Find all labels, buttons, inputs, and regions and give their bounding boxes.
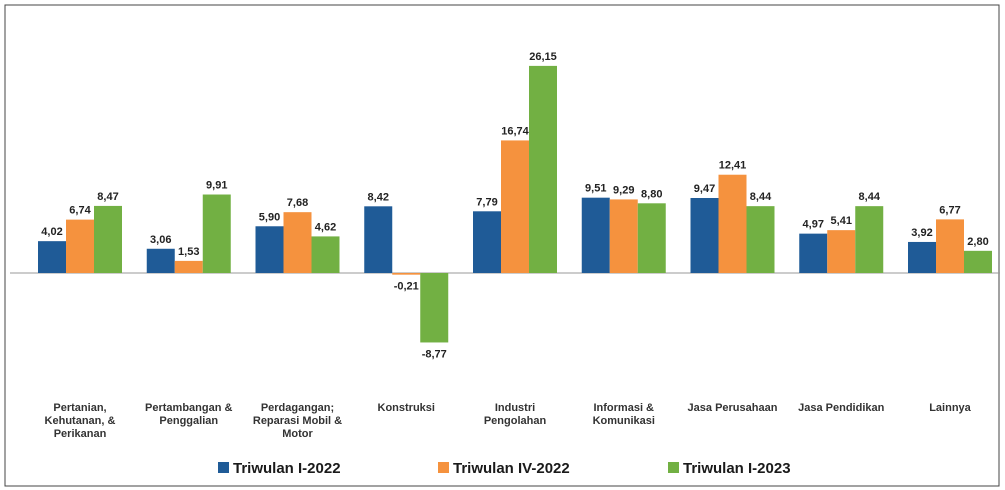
frame (4, 4, 1000, 487)
x-tick-label: Pertambangan & Penggalian (145, 402, 233, 427)
bar (501, 140, 529, 273)
data-label: 8,80 (641, 188, 662, 200)
data-label: 8,44 (750, 191, 772, 203)
legend-label: Triwulan I-2022 (233, 460, 341, 477)
data-label: 6,74 (69, 205, 91, 217)
data-label: 9,51 (585, 183, 606, 195)
data-label: 8,44 (859, 191, 881, 203)
bar (311, 236, 340, 273)
x-tick-label: Konstruksi (377, 402, 435, 414)
bar (364, 206, 393, 273)
x-tick-label: Lainnya (929, 402, 971, 414)
data-label: 1,53 (178, 246, 199, 258)
data-label: 9,47 (694, 183, 715, 195)
legend-swatch (668, 462, 679, 473)
legend-swatch (438, 462, 449, 473)
legend-label: Triwulan IV-2022 (453, 460, 570, 477)
data-label: 6,77 (939, 204, 960, 216)
data-label: -0,21 (394, 281, 419, 293)
bar (690, 197, 719, 273)
bar (936, 219, 964, 273)
bar (799, 233, 828, 273)
bar (146, 248, 175, 273)
bar (174, 260, 203, 273)
bar (609, 199, 638, 273)
x-tick-label: Industri Pengolahan (483, 402, 547, 427)
x-tick-label: Perdagangan; Reparasi Mobil & Motor (252, 402, 343, 440)
data-label: 26,15 (529, 51, 557, 63)
bar (718, 174, 747, 273)
bar (529, 65, 557, 273)
legend-swatch (218, 462, 229, 473)
data-label: 7,68 (287, 197, 308, 209)
data-label: 5,90 (259, 211, 280, 223)
bar (202, 194, 231, 273)
data-label: 9,29 (613, 184, 634, 196)
x-tick-label: Jasa Perusahaan (687, 402, 778, 414)
data-label: 4,02 (41, 226, 62, 238)
bar (283, 212, 312, 273)
bar (473, 211, 501, 273)
bar (94, 205, 122, 273)
data-label: 7,79 (476, 196, 497, 208)
data-label: 8,42 (368, 191, 389, 203)
data-label: 4,62 (315, 221, 336, 233)
x-tick-label: Informasi & Komunikasi (592, 402, 655, 427)
bar (964, 250, 992, 273)
legend-label: Triwulan I-2023 (683, 460, 791, 477)
bar (420, 273, 449, 343)
bar (38, 241, 66, 273)
bar (392, 273, 421, 275)
bar (746, 206, 775, 273)
bar (637, 203, 666, 273)
data-label: 16,74 (501, 125, 529, 137)
bar (255, 226, 284, 273)
x-tick-label: Jasa Pendidikan (798, 402, 885, 414)
data-label: 5,41 (831, 215, 852, 227)
data-label: 3,06 (150, 234, 171, 246)
x-tick-label: Pertanian, Kehutanan, & Perikanan (44, 402, 116, 440)
data-label: 4,97 (803, 219, 824, 231)
bar (581, 197, 610, 273)
data-label: -8,77 (422, 348, 447, 360)
bar (908, 241, 936, 273)
data-label: 8,47 (97, 191, 118, 203)
bar (855, 206, 884, 273)
data-label: 2,80 (967, 236, 988, 248)
data-label: 3,92 (911, 227, 932, 239)
data-label: 12,41 (719, 160, 747, 172)
bar (66, 219, 94, 273)
bar (827, 230, 856, 273)
data-label: 9,91 (206, 180, 227, 192)
